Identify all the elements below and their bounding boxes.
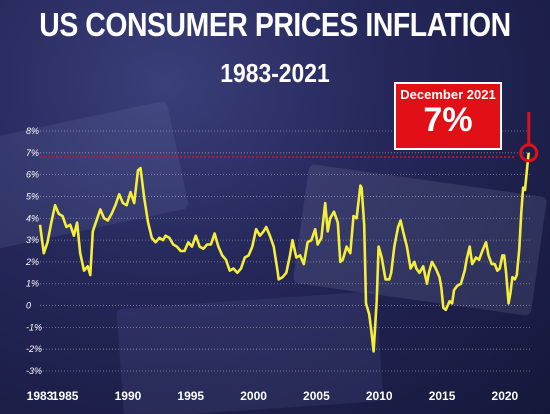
y-tick-label: -1%	[26, 322, 42, 332]
y-tick-label: 4%	[26, 213, 39, 223]
x-tick-label: 1995	[177, 389, 204, 403]
y-tick-label: -3%	[26, 366, 42, 376]
y-axis-ticks: 8% 7% 6% 5% 4% 3% 2% 1% 0 -1% -2% -3%	[25, 126, 42, 376]
annotation-label: December 2021	[400, 87, 496, 102]
x-tick-label: 1990	[115, 389, 142, 403]
y-tick-label: 8%	[26, 126, 39, 136]
y-tick-label: 6%	[26, 170, 39, 180]
y-tick-label: 2%	[25, 257, 39, 267]
series-line	[38, 152, 530, 353]
y-tick-label: 3%	[26, 235, 39, 245]
x-tick-label: 1983	[27, 389, 54, 403]
chart-subtitle: 1983-2021	[220, 58, 330, 88]
y-tick-label: 0	[26, 301, 31, 311]
x-tick-label: 2005	[303, 389, 330, 403]
x-tick-label: 2000	[240, 389, 267, 403]
annotation-callout: December 2021 7%	[394, 82, 502, 150]
x-tick-label: 2020	[492, 389, 519, 403]
y-tick-label: 7%	[26, 148, 39, 158]
y-tick-label: 5%	[26, 191, 39, 201]
annotation-value: 7%	[423, 101, 473, 139]
x-tick-label: 2015	[429, 389, 456, 403]
grid-lines	[40, 130, 530, 372]
highlight-ring	[519, 143, 539, 163]
y-tick-label: -2%	[26, 344, 42, 354]
chart-title: US CONSUMER PRICES INFLATION	[39, 6, 511, 43]
x-tick-label: 1985	[52, 389, 79, 403]
y-tick-label: 1%	[26, 279, 39, 289]
x-tick-label: 2010	[366, 389, 393, 403]
